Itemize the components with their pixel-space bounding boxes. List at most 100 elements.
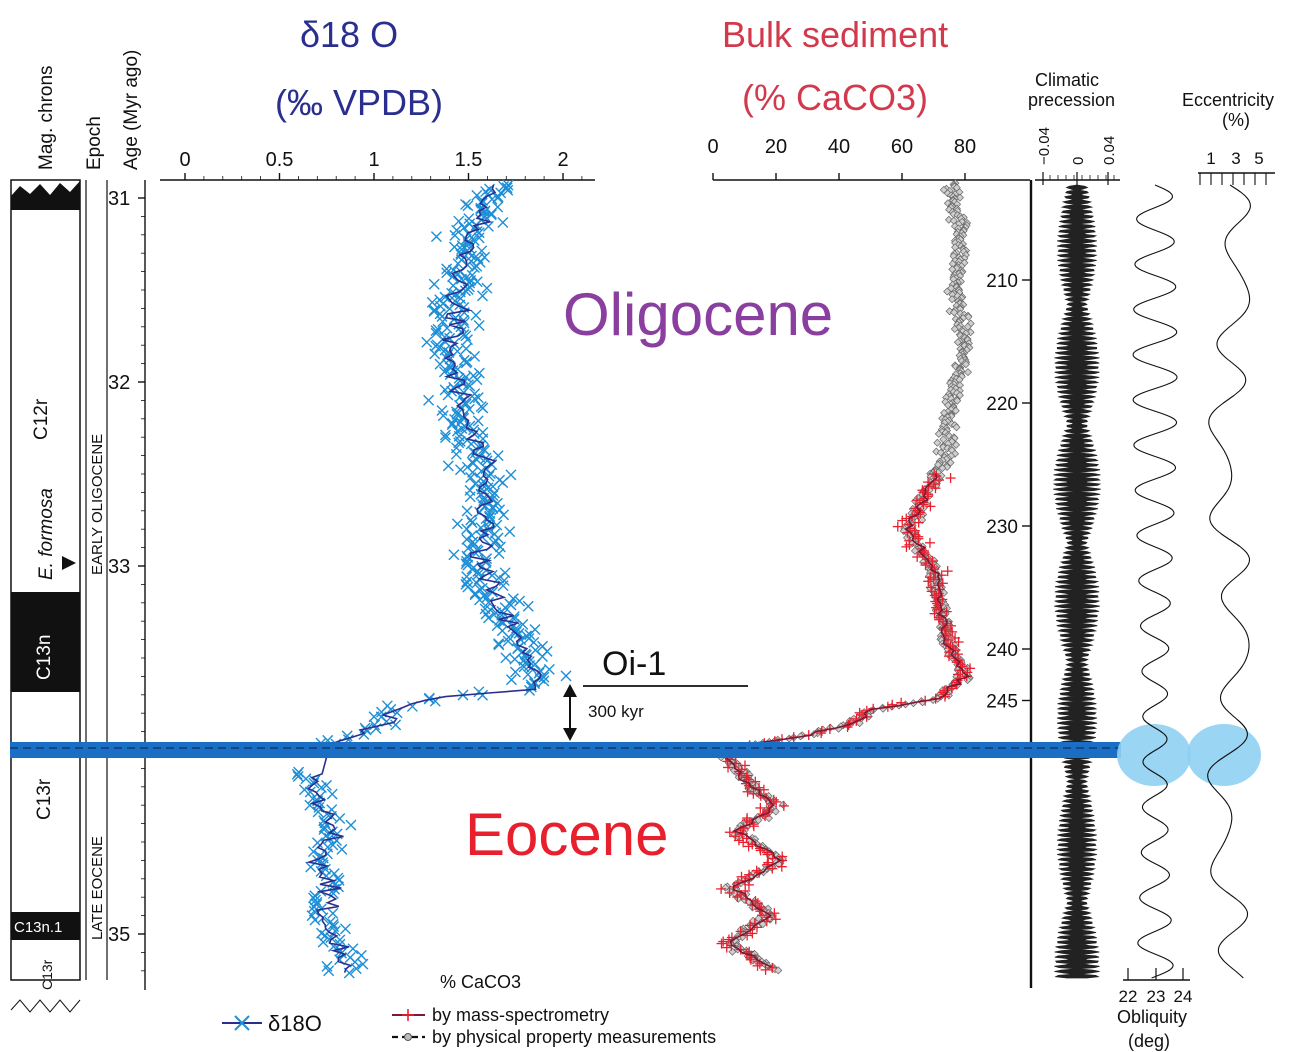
d18o-point [451,518,463,530]
caco3-mass-spec-point [723,762,734,773]
d18o-point [494,541,506,553]
caco3-mass-spec-point [769,908,780,919]
d18o-point [472,415,484,427]
d18o-point [421,336,433,348]
caco3-mass-spec-point [770,914,781,925]
caco3-physical-point [953,338,962,347]
epoch-column: EARLY OLIGOCENE LATE EOCENE [85,180,108,980]
caco3-mass-spec-point [752,960,763,971]
d18o-point [497,216,509,228]
caco3-mass-spec-point [920,560,931,571]
caco3-mass-spec-point [716,883,727,894]
d18o-point [465,514,477,526]
obliquity-tick-label: 22 [1119,987,1138,1006]
d18o-point [493,639,505,651]
caco3-mass-spec-point [915,507,926,518]
caco3-mass-spec-point [756,910,767,921]
d18o-point [509,666,521,678]
d18o-point [434,358,446,370]
caco3-physical-point [963,322,972,331]
age-tick-label: 33 [108,556,130,578]
caco3-mass-spec-point [892,521,903,532]
d18o-point [476,290,488,302]
depth-tick-label: 220 [986,394,1018,415]
caco3-tick-label: 60 [891,136,913,158]
d18o-point [470,309,482,321]
d18o-point [326,788,338,800]
d18o-point [488,487,500,499]
caco3-physical-point [948,265,957,274]
d18o-point [345,819,357,831]
obliquity-axis: 22 23 24 [1119,968,1192,1006]
d18o-point [468,262,480,274]
precession-axis: −0.04 0 0.04 [1035,127,1120,185]
d18o-point [428,278,440,290]
caco3-physical-point [961,360,970,369]
d18o-point [323,832,335,844]
d18o-point [460,357,472,369]
d18o-point [486,569,498,581]
caco3-mass-spec-point [929,469,940,479]
d18o-point [505,599,517,611]
d18o-point [467,536,479,548]
d18o-point [437,410,449,422]
legend-physical-marker [404,1033,412,1041]
d18o-point [502,184,514,196]
caco3-mass-spec-point [743,841,754,852]
d18o-point [439,291,451,303]
eccentricity-highlight [1187,724,1261,786]
d18o-point [347,943,359,955]
d18o-point [491,519,503,531]
d18o-point [560,670,572,682]
chron-label-c13r-bottom: C13r [39,959,55,990]
caco3-mass-spec-point [937,594,948,605]
d18o-point [484,508,496,520]
d18o-point [469,393,481,405]
eccentricity-title-line2: (%) [1222,110,1250,130]
caco3-physical-point [938,464,947,473]
caco3-mass-spec-point [743,879,754,890]
d18o-point [485,207,497,219]
caco3-mass-spec-point [738,837,749,848]
caco3-mass-spec-point [747,928,758,939]
d18o-point [292,771,304,782]
d18o-axis: 0 0.5 1 1.5 2 [160,149,595,181]
d18o-point [472,392,484,404]
caco3-mass-spec-point [913,533,924,544]
caco3-mass-spec-point [716,938,727,949]
d18o-point [339,923,351,935]
d18o-point [461,523,473,535]
d18o-point [423,394,435,406]
d18o-tick-label: 0 [179,149,190,171]
d18o-point [334,812,346,824]
precession-tick-label: 0.04 [1101,136,1118,165]
eocene-label: Eocene [465,801,669,868]
caco3-mass-spec-point [911,495,922,506]
caco3-mass-spec-point [912,551,923,562]
precession-title-line1: Climatic [1035,70,1099,90]
precession-tick-label: 0 [1070,157,1087,165]
precession-tick-label: −0.04 [1036,127,1053,165]
caco3-mass-spec-point [742,786,753,797]
d18o-point [317,936,329,948]
eccentricity-curve [1207,184,1251,979]
caco3-mass-spec-point [778,800,789,811]
caco3-physical-point [956,381,964,390]
chron-box [10,179,81,981]
d18o-point [291,768,303,780]
d18o-point [517,618,529,630]
d18o-point [357,958,369,970]
caco3-axis: 0 20 40 60 80 [707,136,1030,181]
caco3-mass-spec-point [897,515,908,526]
d18o-point [492,450,504,462]
caco3-mass-spec-point [942,566,953,577]
d18o-point [458,222,470,234]
d18o-point [474,594,486,606]
caco3-mass-spec-point [751,865,762,876]
d18o-point [461,533,473,545]
d18o-point [505,674,517,686]
d18o-point [501,182,513,194]
caco3-mass-spec-point [741,772,752,783]
obliquity-title: Obliquity (deg) [1117,1007,1187,1051]
